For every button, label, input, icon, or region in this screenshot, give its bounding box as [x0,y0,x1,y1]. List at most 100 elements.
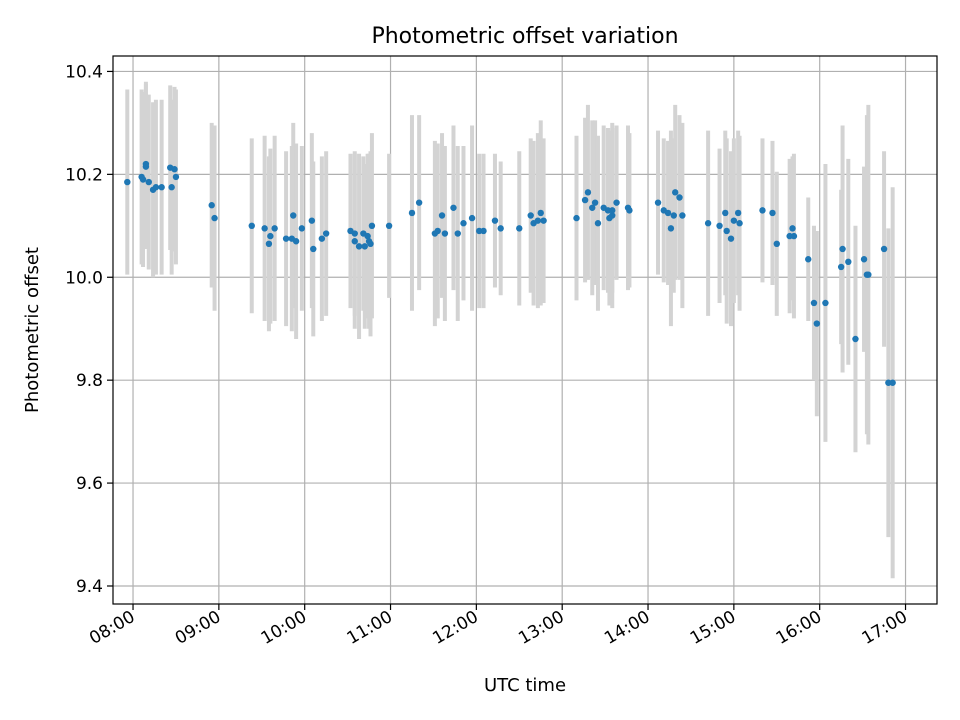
x-tick-label: 09:00 [172,607,224,649]
data-point [145,178,152,186]
data-point [805,256,812,263]
data-point [540,217,547,224]
data-point [672,189,679,196]
data-point [168,184,175,191]
data-point [813,320,821,327]
data-point [845,258,852,266]
data-point [318,235,326,242]
data-point [171,166,178,173]
y-tick-label: 9.4 [76,577,103,597]
data-point [271,225,278,232]
grid-lines [113,56,937,604]
x-tick-label: 12:00 [429,607,481,649]
data-point [722,209,729,217]
data-point [290,212,297,219]
data-point [670,212,677,219]
data-point [139,176,147,183]
data-point [208,202,215,209]
y-axis-ticks: 9.4 9.6 9.8 10.0 10.2 10.4 [65,62,113,597]
data-point [265,240,273,248]
data-point [450,204,457,211]
data-point [527,212,534,219]
data-point [158,184,165,191]
data-point [609,207,616,214]
data-point [734,209,742,217]
data-point [441,230,449,237]
data-point [716,222,723,230]
data-point [837,263,845,271]
data-point [491,217,499,224]
data-point [789,225,796,232]
data-point [584,189,592,196]
data-point [704,220,712,227]
data-point [581,196,589,204]
data-point [769,209,776,217]
data-point [355,243,363,250]
data-point [537,209,544,217]
data-point [454,230,461,237]
data-point [480,227,487,235]
data-point [613,199,620,206]
data-point [573,214,580,222]
data-point [351,238,358,245]
y-tick-label: 10.0 [65,268,103,288]
data-point [364,232,371,240]
y-tick-label: 9.6 [76,474,103,494]
data-point [367,240,374,248]
data-point [211,214,218,222]
data-point [654,199,662,206]
data-point [308,217,316,224]
data-point [759,207,766,214]
data-point [497,225,504,232]
chart-title: Photometric offset variation [371,24,678,49]
x-tick-label: 13:00 [515,607,567,649]
x-tick-label: 15:00 [687,607,739,649]
data-point [676,194,683,201]
x-tick-label: 16:00 [773,607,825,649]
plot-frame [112,55,938,605]
data-point [589,204,596,211]
data-point [310,245,317,253]
data-point [736,220,743,227]
data-point [460,220,467,227]
data-point [351,230,358,237]
data-point [408,209,416,217]
data-point [790,232,798,240]
data-point [889,379,896,386]
y-axis-label: Photometric offset [22,247,43,413]
data-point [865,271,872,278]
data-points [124,160,896,386]
data-point [368,222,376,230]
data-point [727,235,735,242]
data-point [292,238,300,245]
data-point [415,199,423,206]
data-point [534,217,542,224]
data-point [434,227,441,235]
data-point [626,207,633,214]
data-point [152,184,160,191]
data-point [267,232,274,240]
data-point [438,212,446,219]
x-tick-label: 08:00 [86,607,138,649]
data-point [723,227,730,235]
data-point [248,222,255,230]
data-point [322,230,330,237]
data-point [822,299,829,307]
x-tick-label: 11:00 [344,607,396,649]
x-tick-label: 17:00 [859,607,911,649]
x-axis-ticks: 08:00 09:00 10:00 11:00 12:00 13:00 14:00 15:00… [86,604,911,649]
error-bars [125,81,895,579]
data-point [468,214,476,222]
data-point [385,222,393,230]
data-point [591,199,599,206]
data-point [810,299,818,307]
data-point [142,160,150,168]
data-point [679,212,686,219]
data-point [664,209,672,217]
data-point [594,220,602,227]
data-point [124,178,131,186]
data-point [282,235,290,242]
data-point [261,225,268,232]
data-point [852,335,859,343]
